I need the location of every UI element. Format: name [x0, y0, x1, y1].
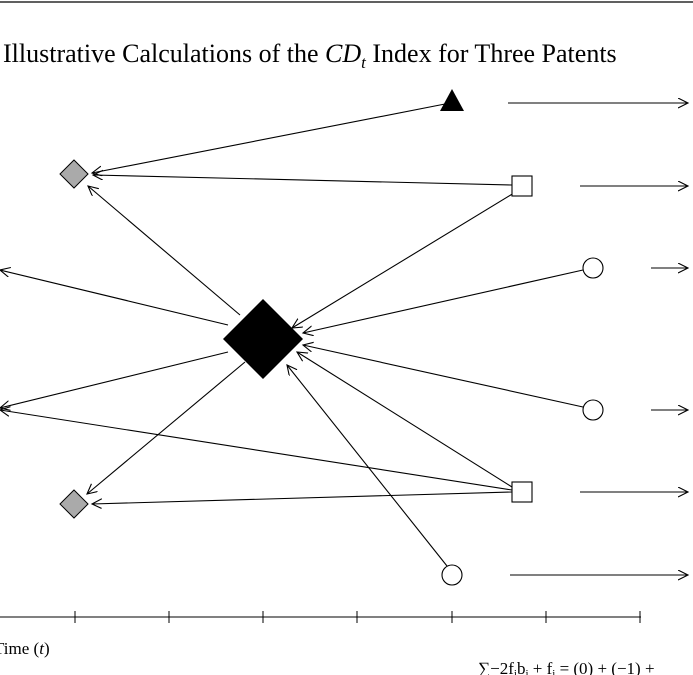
gray-diamond [59, 159, 89, 189]
gray-diamond [59, 489, 89, 519]
circle-node [441, 564, 463, 586]
arrow [292, 192, 515, 328]
circle-node [582, 257, 604, 279]
time-axis [0, 611, 641, 623]
axis-label: Time (t) [0, 639, 50, 658]
arrow [93, 175, 513, 186]
formula: ∑−2fibi + fi = (0) + (−1) + [478, 659, 655, 675]
nodes [59, 89, 604, 586]
square-node [511, 481, 533, 503]
circle-node [582, 399, 604, 421]
triangle-node [440, 89, 464, 111]
arrow [0, 270, 229, 326]
arrow [0, 410, 513, 491]
title: Illustrative Calculations of the CDt Ind… [3, 39, 617, 72]
focal-patent [223, 299, 303, 379]
arrow [0, 351, 229, 408]
arrow [87, 361, 246, 494]
arrow [92, 103, 446, 173]
arrow [303, 345, 584, 408]
arrow [92, 491, 513, 504]
arrow [297, 352, 513, 488]
square-node [511, 175, 533, 197]
arrow [287, 365, 448, 567]
arrow [303, 269, 584, 333]
arrow [88, 186, 241, 316]
arrows [0, 103, 688, 575]
